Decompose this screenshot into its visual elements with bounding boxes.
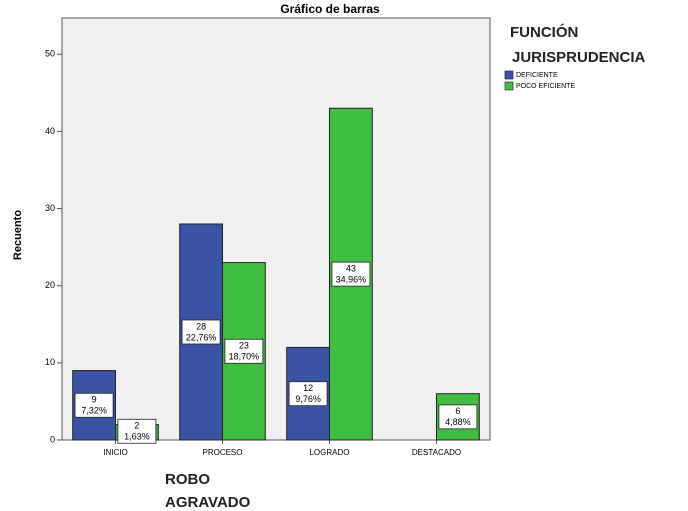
legend-label: DEFICIENTE [516,72,558,79]
value-label-box [74,392,114,418]
y-tick-label: 50 [45,49,55,59]
x-tick-label: INICIO [103,448,127,457]
legend-label: POCO EFICIENTE [516,83,575,90]
value-label: 6 [455,406,460,416]
plot-area [61,17,491,441]
chart-title: Gráfico de barras [280,2,380,16]
percent-label: 22,76% [186,332,217,342]
percent-label: 18,70% [229,352,260,362]
x-axis-label: ROBO [165,471,210,488]
legend-title: JURISPRUDENCIA [512,49,646,66]
value-label-box [331,261,371,287]
value-label-box [181,319,221,345]
x-tick-label: PROCESO [202,448,242,457]
value-label: 2 [134,421,139,431]
y-tick-label: 10 [45,357,55,367]
y-tick-label: 40 [45,126,55,136]
value-label: 28 [196,321,206,331]
value-label: 43 [346,264,356,274]
percent-label: 1,63% [124,432,150,442]
legend-swatch [504,81,514,91]
value-label: 9 [92,395,97,405]
value-label: 23 [239,341,249,351]
value-label-box [224,338,264,364]
percent-label: 9,76% [295,394,321,404]
x-tick-label: DESTACADO [412,448,461,457]
y-tick-label: 30 [45,203,55,213]
x-tick-label: LOGRADO [309,448,349,457]
percent-label: 34,96% [336,275,367,285]
y-tick-label: 20 [45,280,55,290]
percent-label: 7,32% [81,406,107,416]
y-tick-label: 0 [50,434,55,444]
value-label-box [438,404,478,430]
value-label: 12 [303,383,313,393]
x-axis-label: AGRAVADO [165,494,251,511]
percent-label: 4,88% [445,417,471,427]
value-label-box [117,418,157,444]
legend-swatch [504,70,514,80]
legend-title: FUNCIÓN [510,23,578,41]
y-axis-label: Recuento [12,210,24,260]
value-label-box [288,381,328,407]
